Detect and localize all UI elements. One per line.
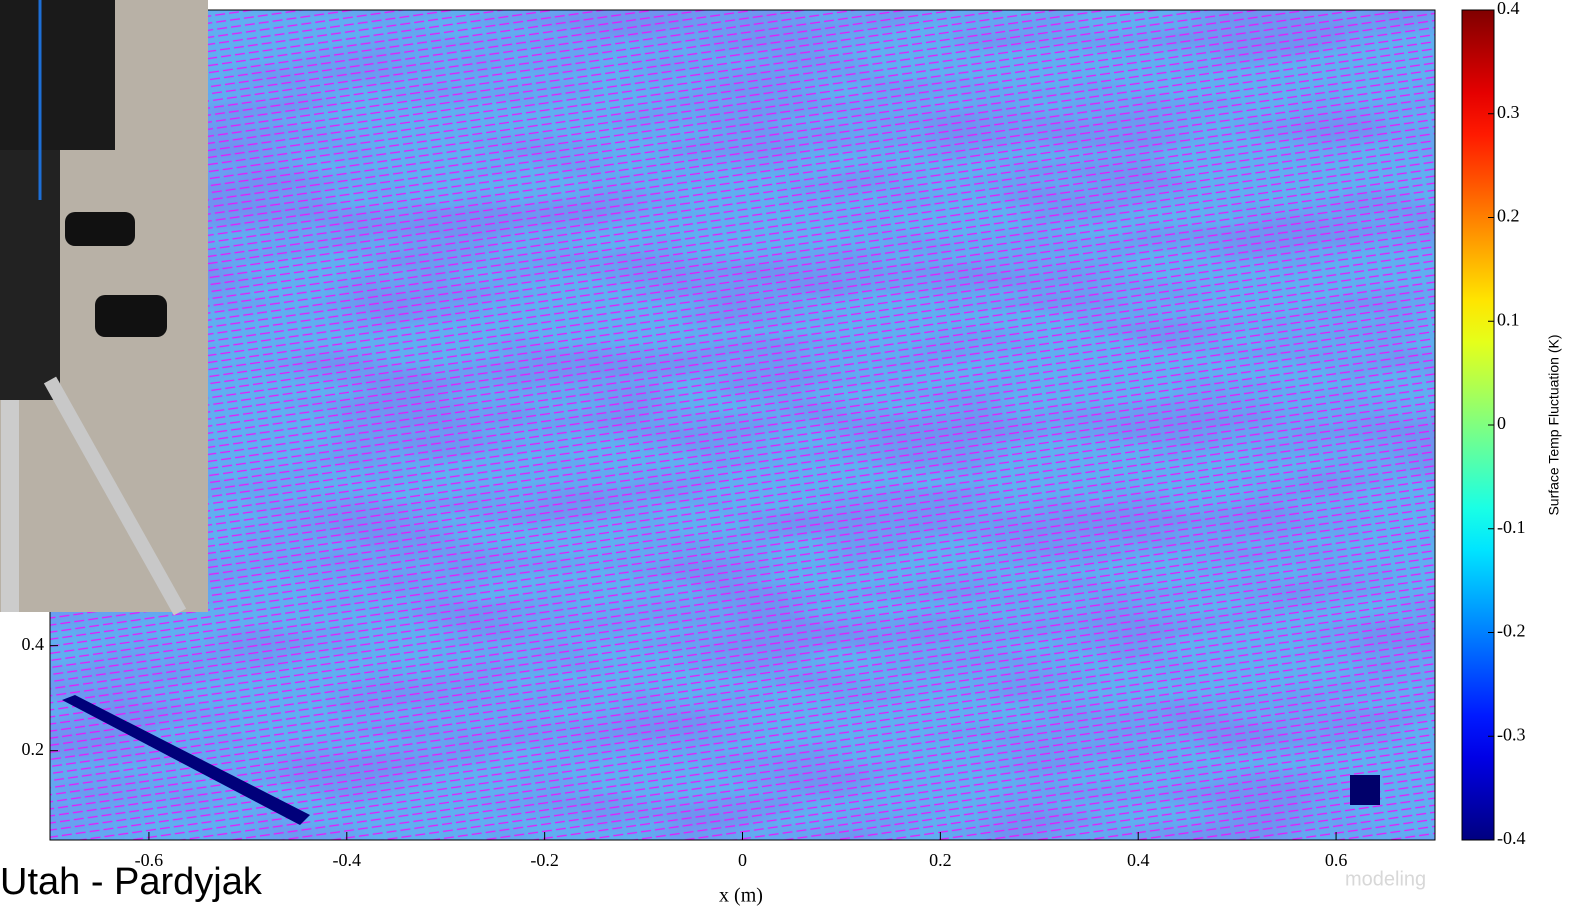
camera-body <box>0 0 115 150</box>
colorbar-label: Surface Temp Fluctuation (K) <box>1546 334 1562 515</box>
colorbar-tick-label: -0.2 <box>1497 621 1526 641</box>
tripod-head <box>0 150 60 400</box>
y-tick-label: 0.2 <box>22 739 45 759</box>
colorbar-tick-label: 0.4 <box>1497 0 1520 18</box>
x-tick-label: 0.6 <box>1325 850 1348 870</box>
colorbar-tick-label: -0.3 <box>1497 724 1526 744</box>
x-tick-label: 0.4 <box>1127 850 1150 870</box>
dark-streak <box>62 695 310 825</box>
vector-field <box>50 10 1435 840</box>
x-tick-label: 0 <box>738 850 747 870</box>
x-tick-label: 0.2 <box>929 850 952 870</box>
handle <box>95 295 167 337</box>
x-tick-label: -0.4 <box>333 850 362 870</box>
x-tick-label: -0.2 <box>530 850 559 870</box>
tag: modeling <box>1345 868 1426 890</box>
y-tick-label: 0.4 <box>22 634 45 654</box>
colorbar-tick-label: 0.3 <box>1497 102 1520 122</box>
x-tick-label: -0.6 <box>135 850 164 870</box>
handle <box>65 212 135 246</box>
colorbar-tick-label: -0.4 <box>1497 828 1526 848</box>
colorbar-tick-label: -0.1 <box>1497 517 1526 537</box>
colorbar-tick-label: 0.2 <box>1497 206 1520 226</box>
colorbar-tick-label: 0 <box>1497 413 1506 433</box>
colorbar-tick-label: 0.1 <box>1497 309 1520 329</box>
inset-photo <box>0 0 208 616</box>
credit: Utah - Pardyjak <box>0 861 263 903</box>
x-axis-label: x (m) <box>719 885 763 907</box>
tripod-leg <box>43 376 187 616</box>
dark-spot <box>1350 775 1380 805</box>
